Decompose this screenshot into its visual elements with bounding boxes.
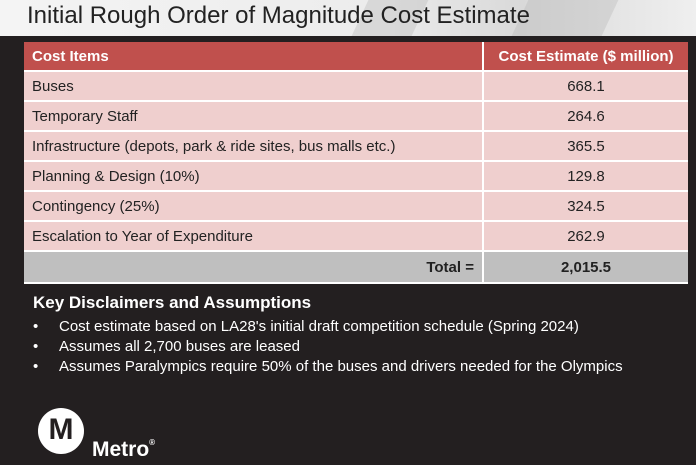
cost-value-cell: 324.5 — [483, 191, 688, 222]
disclaimers-heading: Key Disclaimers and Assumptions — [33, 293, 312, 312]
cost-value-cell: 264.6 — [483, 101, 688, 132]
table-row: Escalation to Year of Expenditure 262.9 — [24, 221, 688, 252]
cost-item-cell: Infrastructure (depots, park & ride site… — [24, 131, 484, 162]
total-label: Total = — [24, 251, 484, 284]
metro-logo-mark: M — [48, 413, 74, 446]
cost-item-cell: Planning & Design (10%) — [24, 161, 484, 192]
list-item: • Assumes all 2,700 buses are leased — [33, 337, 623, 357]
trademark-symbol: ® — [149, 438, 156, 447]
bullet-icon: • — [33, 318, 39, 335]
cost-estimate-table: Cost Items Cost Estimate ($ million) Bus… — [24, 42, 688, 284]
total-value: 2,015.5 — [483, 251, 688, 284]
cost-item-cell: Contingency (25%) — [24, 191, 484, 222]
cost-value-cell: 129.8 — [483, 161, 688, 192]
cost-table-container: Cost Items Cost Estimate ($ million) Bus… — [24, 42, 688, 284]
metro-logo-icon: M — [38, 408, 84, 454]
bullet-icon: • — [33, 338, 39, 355]
table-row: Buses 668.1 — [24, 71, 688, 102]
list-item: • Cost estimate based on LA28's initial … — [33, 317, 623, 337]
disclaimer-text: Assumes Paralympics require 50% of the b… — [59, 358, 623, 375]
disclaimer-text: Cost estimate based on LA28's initial dr… — [59, 318, 579, 335]
cost-item-cell: Escalation to Year of Expenditure — [24, 221, 484, 252]
cost-item-cell: Buses — [24, 71, 484, 102]
disclaimers-section: Key Disclaimers and Assumptions • Cost e… — [33, 293, 623, 377]
table-header-row: Cost Items Cost Estimate ($ million) — [24, 42, 688, 72]
cost-value-cell: 365.5 — [483, 131, 688, 162]
title-bar: Initial Rough Order of Magnitude Cost Es… — [0, 0, 696, 36]
table-row: Planning & Design (10%) 129.8 — [24, 161, 688, 192]
table-row: Temporary Staff 264.6 — [24, 101, 688, 132]
page-title: Initial Rough Order of Magnitude Cost Es… — [27, 2, 530, 29]
bullet-icon: • — [33, 358, 39, 375]
cost-value-cell: 262.9 — [483, 221, 688, 252]
list-item: • Assumes Paralympics require 50% of the… — [33, 357, 623, 377]
disclaimers-list: • Cost estimate based on LA28's initial … — [33, 317, 623, 377]
cost-item-cell: Temporary Staff — [24, 101, 484, 132]
table-row: Contingency (25%) 324.5 — [24, 191, 688, 222]
cost-value-cell: 668.1 — [483, 71, 688, 102]
metro-wordmark-text: Metro — [92, 438, 150, 461]
column-header-cost-estimate: Cost Estimate ($ million) — [483, 42, 688, 72]
disclaimer-text: Assumes all 2,700 buses are leased — [59, 338, 300, 355]
column-header-cost-items: Cost Items — [24, 42, 484, 72]
table-row: Infrastructure (depots, park & ride site… — [24, 131, 688, 162]
metro-wordmark: Metro® — [92, 438, 155, 462]
total-row: Total = 2,015.5 — [24, 251, 688, 284]
